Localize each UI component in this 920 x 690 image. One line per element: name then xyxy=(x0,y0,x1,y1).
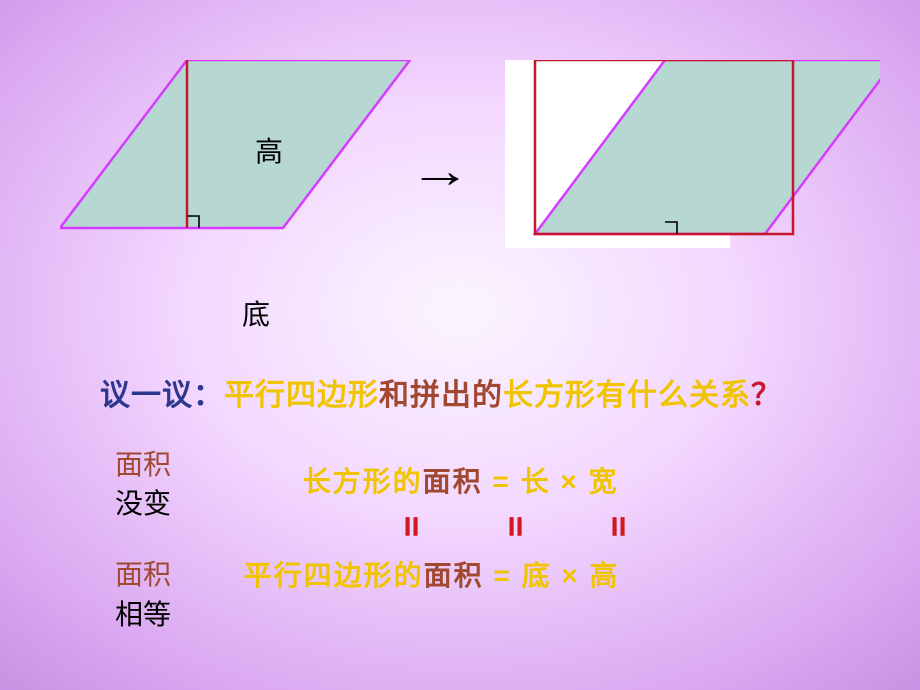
side-notes: 面积 没变 面积 相等 xyxy=(115,445,171,666)
side-note-1b: 没变 xyxy=(115,484,171,523)
eq-mark-2: = xyxy=(495,516,536,540)
side-note-2b: 相等 xyxy=(115,595,171,634)
question-mid: 和拼出的 xyxy=(379,379,503,412)
side-note-1a: 面积 xyxy=(115,445,171,484)
side-note-2: 面积 相等 xyxy=(115,555,171,633)
question-prefix: 议一议： xyxy=(100,379,224,412)
formula-rect: 长方形的面积 = 长 × 宽 xyxy=(290,460,631,500)
f2-times: × xyxy=(552,560,590,591)
f2-height: 高 xyxy=(590,560,620,591)
f2-eq: = xyxy=(484,560,522,591)
question-shape2: 长方形有什么关系 xyxy=(503,379,751,412)
f1-eq: = xyxy=(483,466,521,497)
base-label: 底 xyxy=(242,293,270,333)
formulas: 长方形的面积 = 长 × 宽 = = = 平行四边形的面积 = 底 × 高 xyxy=(290,460,631,594)
f1-length: 长 xyxy=(521,466,551,497)
question-mark: ？ xyxy=(751,379,782,412)
equals-row: = = = xyxy=(290,506,631,548)
arrow-icon: → xyxy=(409,148,471,196)
slide-stage: → 高 底 议一议：平行四边形和拼出的长方形有什么关系？ 面积 没变 面积 相等… xyxy=(0,0,920,690)
f2-base: 底 xyxy=(522,560,552,591)
eq-mark-3: = xyxy=(599,516,640,540)
eq-mark-1: = xyxy=(391,516,432,540)
side-note-1: 面积 没变 xyxy=(115,445,171,523)
f2-prefix: 平行四边形的 xyxy=(244,560,424,591)
f1-times: × xyxy=(551,466,589,497)
question-line: 议一议：平行四边形和拼出的长方形有什么关系？ xyxy=(100,370,782,414)
f1-area: 面积 xyxy=(423,466,483,497)
f1-width: 宽 xyxy=(589,466,619,497)
question-shape1: 平行四边形 xyxy=(224,379,379,412)
f2-area: 面积 xyxy=(424,560,484,591)
formula-parallelogram: 平行四边形的面积 = 底 × 高 xyxy=(232,554,631,594)
f1-prefix: 长方形的 xyxy=(303,466,423,497)
height-label: 高 xyxy=(255,130,283,170)
side-note-2a: 面积 xyxy=(115,555,171,594)
